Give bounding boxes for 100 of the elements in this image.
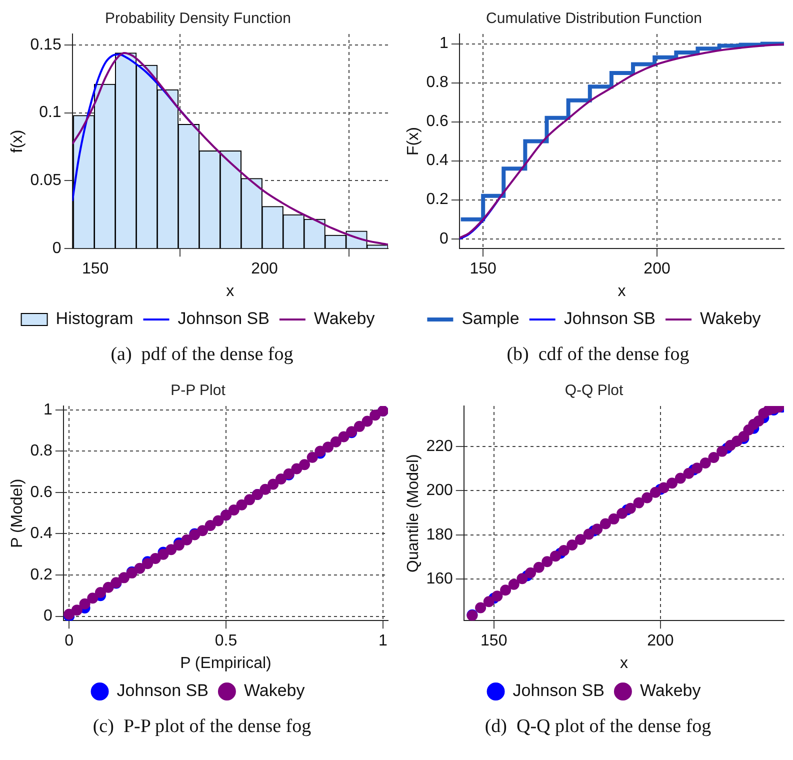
y-axis-title: f(x) [9,130,26,153]
point [642,492,653,504]
point [150,552,161,564]
point [71,604,82,616]
point [306,452,318,463]
chart-title: Q-Q Plot [564,382,624,400]
y-tick-label: 0.8 [30,442,53,460]
x-tick-label: 0.5 [214,632,238,650]
point [260,484,271,495]
point [338,431,350,442]
point [354,420,365,432]
point [583,528,594,540]
legend-label: Wakeby [244,681,306,700]
y-tick-label: 1 [440,35,449,52]
y-tick-label: 0 [44,608,53,625]
y-tick-label: 0.4 [30,525,53,542]
line-series [72,53,198,202]
y-tick-label: 200 [426,482,453,500]
point [236,499,248,510]
point [362,416,373,427]
y-axis-title: P (Model) [9,478,26,548]
point [753,416,764,427]
point [608,513,620,524]
y-tick-label: 0.15 [30,36,62,54]
point [550,550,561,562]
point [244,494,256,506]
legend-label: Wakeby [640,681,702,700]
x-axis-title: x [618,282,626,300]
chart-title: Probability Density Function [105,10,291,28]
y-tick-label: 0.2 [426,191,449,208]
point [500,584,512,596]
y-tick-label: 0.1 [39,104,62,122]
point [542,556,553,568]
y-axis-title: F(x) [405,127,422,156]
x-tick-label: 150 [470,260,497,278]
x-tick-label: 0 [64,632,74,650]
point [624,502,636,514]
point [633,497,644,508]
point [204,520,216,531]
point [683,468,694,479]
point [483,596,494,608]
y-tick-label: 0.6 [30,484,53,501]
point [666,478,678,489]
text: (d) Q-Q plot of the dense fog [484,716,712,738]
y-tick-label: 220 [426,438,453,455]
point [475,602,486,614]
x-tick-label: 200 [644,260,670,278]
text: (a) pdf of the dense fog [110,344,294,366]
legend-label: Sample [462,309,520,328]
y-tick-label: 0 [440,230,449,248]
point [600,518,611,530]
y-tick-label: 1 [44,401,53,418]
y-tick-label: 0 [52,240,62,258]
x-tick-label: 200 [647,632,674,650]
point [533,562,544,573]
point [492,590,503,602]
point [674,472,686,484]
point [558,545,570,556]
x-tick-label: 1 [378,632,388,650]
point [94,587,106,598]
point [700,458,711,469]
point [716,446,728,457]
point [228,504,240,516]
y-tick-label: 180 [426,526,453,544]
point [166,544,177,556]
x-axis-title: x [620,654,628,672]
legend-label: Johnson SB [116,681,208,700]
y-tick-label: 0.6 [426,113,449,130]
point [87,592,98,604]
point [708,452,720,463]
chart-title: Cumulative Distribution Function [486,10,702,28]
point [291,463,302,474]
point [134,562,146,574]
point [196,525,208,536]
y-tick-label: 160 [426,570,453,588]
point [508,578,520,590]
y-tick-label: 0.8 [426,74,449,92]
point [299,459,310,470]
point [181,534,192,546]
x-tick-label: 150 [82,260,109,278]
point [692,462,703,474]
point [592,524,603,535]
chart-title: P-P Plot [170,382,226,400]
y-tick-label: 0.4 [426,152,449,170]
point [212,515,224,526]
y-axis-title: Quantile (Model) [405,454,422,572]
point [275,474,286,485]
point [79,598,90,610]
x-tick-label: 150 [480,632,508,650]
legend-label: Wakeby [314,309,376,328]
legend-label: Johnson SB [564,309,656,328]
legend-label: Wakeby [700,309,762,328]
point [516,573,528,584]
point [322,442,334,453]
point [650,486,661,498]
legend-label: Johnson SB [178,309,270,328]
point [268,478,279,490]
point [102,582,114,593]
point [658,482,670,494]
legend-label: Histogram [56,309,134,328]
